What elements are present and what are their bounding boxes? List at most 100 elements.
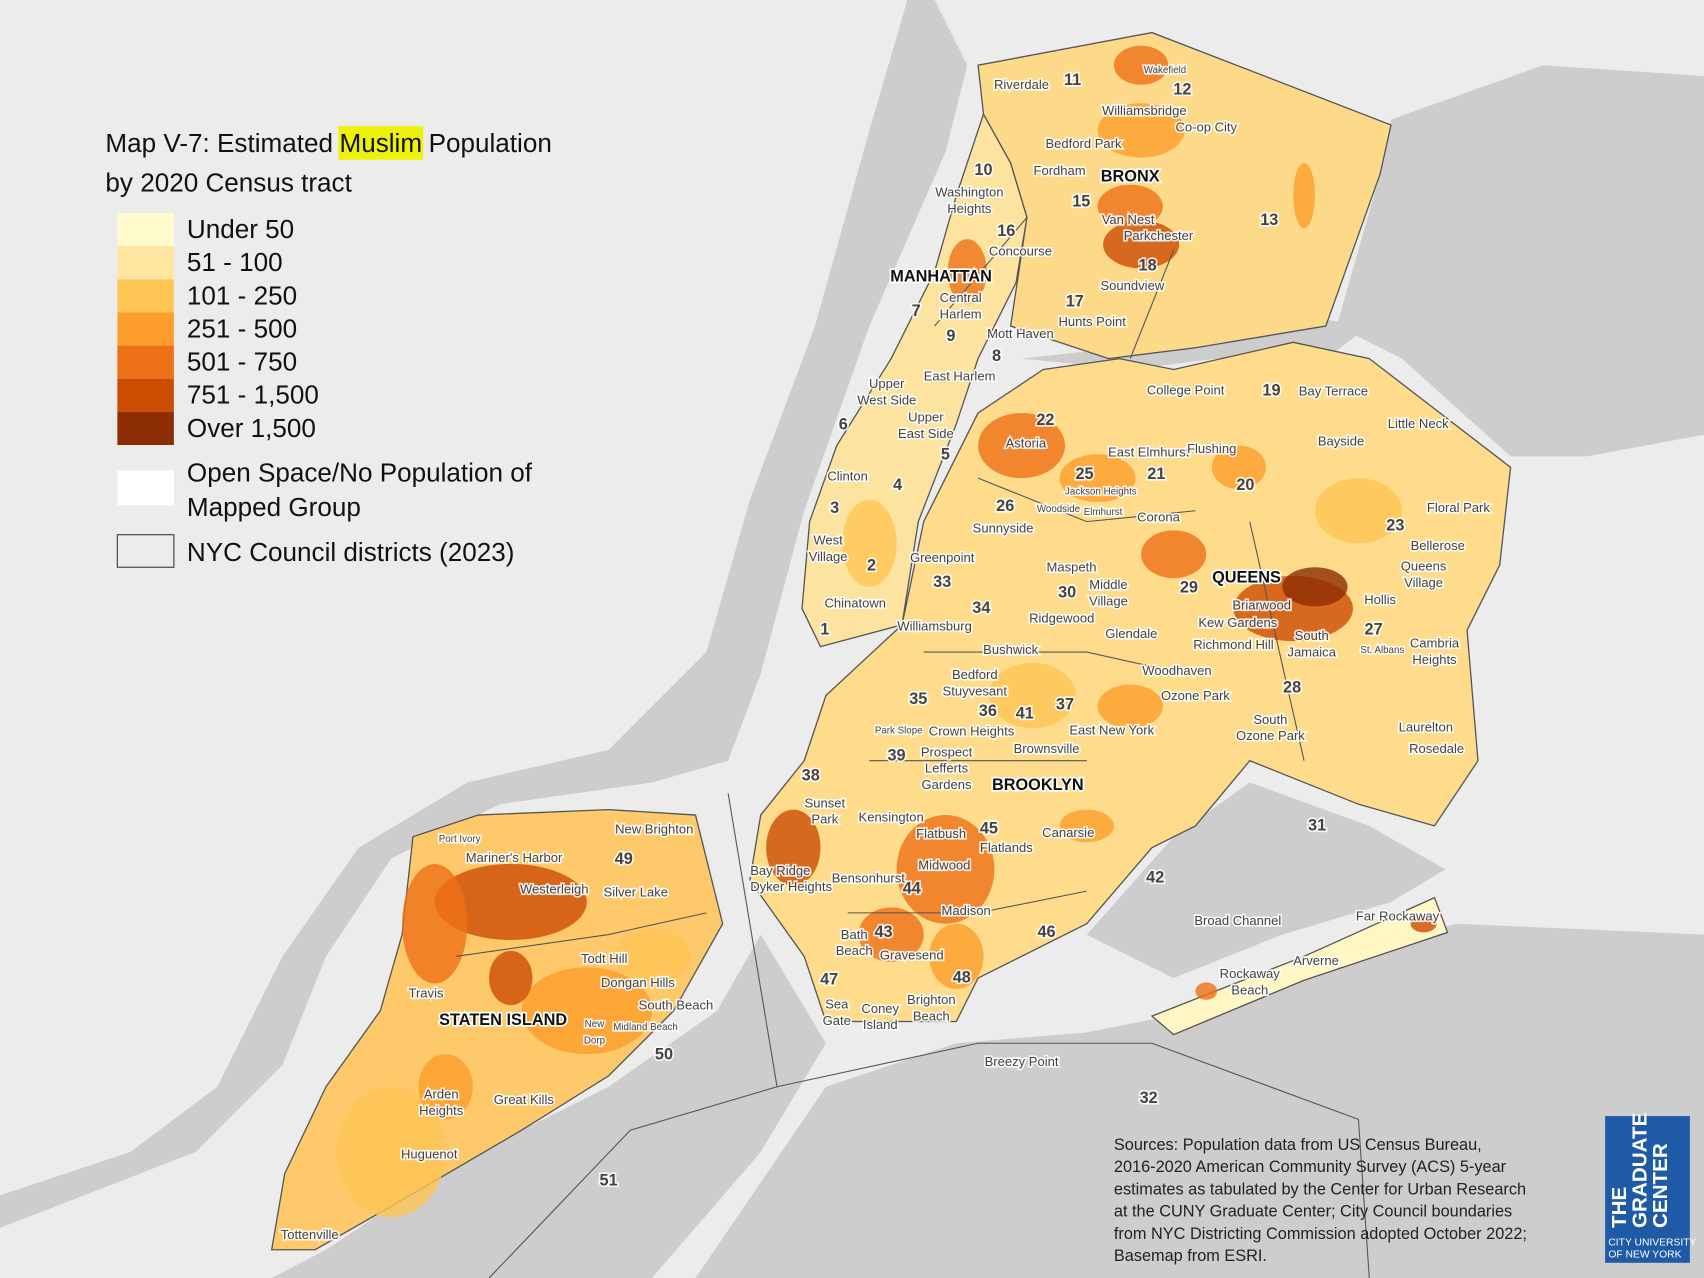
place-label: Queens bbox=[1401, 559, 1447, 574]
legend-label: 751 - 1,500 bbox=[187, 380, 319, 410]
density-patch bbox=[1097, 184, 1163, 229]
legend-swatch bbox=[116, 534, 175, 568]
district-label: 8 bbox=[992, 347, 1001, 365]
district-label: 15 bbox=[1072, 192, 1090, 210]
legend: Map V-7: Estimated Muslim Population by 202… bbox=[105, 126, 552, 568]
district-label: 29 bbox=[1180, 578, 1198, 596]
density-patch bbox=[402, 863, 468, 984]
place-label: Bayside bbox=[1318, 434, 1364, 449]
district-label: 36 bbox=[979, 702, 997, 720]
place-label: Village bbox=[1089, 593, 1128, 608]
district-label: 51 bbox=[600, 1172, 618, 1190]
district-label: 17 bbox=[1066, 292, 1084, 310]
place-label: Gravesend bbox=[880, 948, 944, 963]
place-label: Midwood bbox=[918, 857, 970, 872]
legend-swatch bbox=[117, 411, 174, 446]
place-label: Heights bbox=[419, 1103, 464, 1118]
district-label: 41 bbox=[1016, 704, 1034, 722]
place-label: Flushing bbox=[1187, 441, 1236, 456]
district-boundary bbox=[488, 793, 778, 1278]
place-label: South bbox=[1253, 712, 1287, 727]
place-label: Brighton bbox=[907, 992, 956, 1007]
density-patch bbox=[1097, 684, 1163, 729]
place-label: Beach bbox=[913, 1008, 950, 1023]
density-patch bbox=[1059, 809, 1114, 843]
place-label: Park Slope bbox=[875, 726, 923, 737]
place-label: Sea bbox=[825, 996, 849, 1011]
place-label: Greenpoint bbox=[910, 550, 975, 565]
place-label: Bath bbox=[841, 927, 868, 942]
legend-title: Map V-7: Estimated Muslim Population bbox=[105, 128, 551, 158]
place-label: Middle bbox=[1089, 577, 1127, 592]
district-label: 45 bbox=[980, 820, 998, 838]
place-label: Laurelton bbox=[1399, 719, 1453, 734]
place-label: Arden bbox=[424, 1087, 459, 1102]
district-label: 1 bbox=[820, 621, 829, 639]
district-boundary bbox=[456, 216, 1305, 957]
district-label: 35 bbox=[909, 690, 927, 708]
density-patch bbox=[1314, 478, 1402, 544]
place-label: Van Nest bbox=[1102, 212, 1155, 227]
district-label: 27 bbox=[1365, 621, 1383, 639]
place-label: College Point bbox=[1147, 382, 1225, 397]
legend-label: NYC Council districts (2023) bbox=[187, 537, 515, 567]
place-label: Stuyvesant bbox=[943, 684, 1008, 699]
density-patch bbox=[1141, 530, 1207, 579]
district-label: 25 bbox=[1075, 465, 1093, 483]
place-label: Corona bbox=[1137, 510, 1180, 525]
place-label: Gardens bbox=[922, 777, 972, 792]
district-label: 30 bbox=[1058, 584, 1076, 602]
place-label: Midland Beach bbox=[613, 1022, 678, 1033]
place-label: East New York bbox=[1069, 723, 1154, 738]
source-line: estimates as tabulated by the Center for… bbox=[1114, 1180, 1526, 1198]
density-patch bbox=[988, 662, 1076, 729]
logo-name: CENTER bbox=[1649, 1143, 1672, 1228]
place-label: Riverdale bbox=[994, 77, 1049, 92]
place-label: Madison bbox=[941, 903, 990, 918]
place-label: Little Neck bbox=[1388, 416, 1449, 431]
district-label: 4 bbox=[893, 476, 902, 494]
jamaica-bay bbox=[1086, 782, 1446, 979]
legend-title-line2: by 2020 Census tract bbox=[105, 167, 352, 197]
place-label: New bbox=[585, 1019, 605, 1030]
district-label: 32 bbox=[1140, 1089, 1158, 1107]
density-patch bbox=[614, 929, 691, 984]
place-label: Richmond Hill bbox=[1193, 637, 1273, 652]
place-label: Flatlands bbox=[980, 840, 1033, 855]
place-label: Cambria bbox=[1410, 636, 1460, 651]
title-lead: Map V-7: Estimated bbox=[105, 128, 333, 158]
place-label: Bellerose bbox=[1411, 538, 1465, 553]
place-label: Clinton bbox=[827, 468, 868, 483]
legend-swatch bbox=[117, 312, 174, 346]
place-label: Bedford bbox=[952, 667, 998, 682]
district-label: 7 bbox=[912, 302, 921, 320]
place-label: Maspeth bbox=[1047, 560, 1097, 575]
place-label: Westerleigh bbox=[520, 881, 589, 896]
source-line: Basemap from ESRI. bbox=[1114, 1247, 1267, 1265]
place-label: Heights bbox=[1412, 652, 1457, 667]
district-label: 22 bbox=[1036, 411, 1054, 429]
place-label: Jackson Heights bbox=[1065, 486, 1137, 497]
source-line: Sources: Population data from US Census … bbox=[1114, 1136, 1482, 1154]
borough-label: QUEENS bbox=[1212, 568, 1281, 586]
logo-sub: OF NEW YORK bbox=[1608, 1249, 1681, 1260]
legend-label: 501 - 750 bbox=[187, 347, 297, 377]
place-label: Great Kills bbox=[494, 1092, 555, 1107]
place-label: Harlem bbox=[940, 306, 982, 321]
place-label: Soundview bbox=[1100, 278, 1164, 293]
place-label: Gate bbox=[823, 1013, 851, 1028]
place-label: Mariner's Harbor bbox=[466, 850, 563, 865]
district-label: 11 bbox=[1064, 71, 1081, 89]
sources: Sources: Population data from US Census … bbox=[1114, 1136, 1527, 1265]
district-label: 13 bbox=[1260, 211, 1278, 229]
place-label: South Beach bbox=[639, 998, 714, 1013]
district-label: 49 bbox=[615, 850, 633, 868]
density-patch bbox=[766, 809, 821, 886]
place-label: Lefferts bbox=[925, 761, 969, 776]
district-label: 20 bbox=[1236, 476, 1254, 494]
place-label: Hunts Point bbox=[1058, 314, 1126, 329]
place-label: Kensington bbox=[859, 810, 924, 825]
place-label: Broad Channel bbox=[1194, 913, 1281, 928]
